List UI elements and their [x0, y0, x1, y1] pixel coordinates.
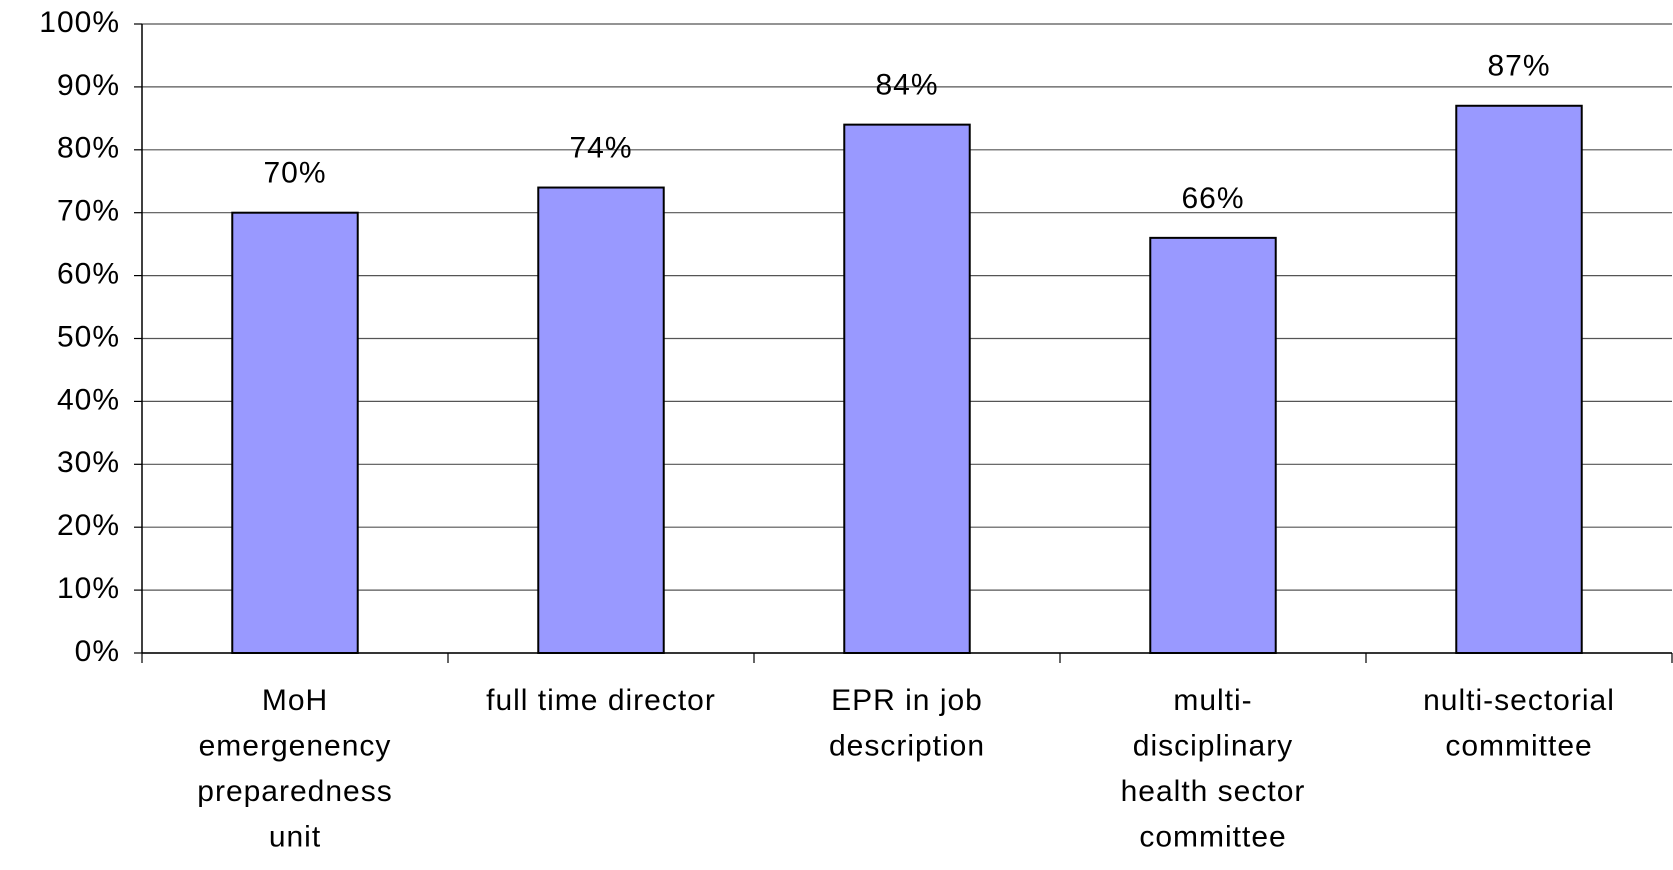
data-label: 87% — [1487, 50, 1550, 83]
y-tick-label: 70% — [57, 195, 120, 228]
y-tick-label: 50% — [57, 320, 120, 353]
y-tick-label: 100% — [39, 6, 120, 39]
y-tick-label: 60% — [57, 258, 120, 291]
x-tick-label: committee — [1139, 820, 1286, 853]
y-tick-label: 10% — [57, 572, 120, 605]
x-tick-label: health sector — [1121, 775, 1306, 808]
data-label: 70% — [263, 157, 326, 190]
bar — [1455, 104, 1583, 654]
y-tick-label: 30% — [57, 446, 120, 479]
x-tick-label: multi- — [1173, 684, 1252, 717]
x-tick-label: full time director — [486, 684, 716, 717]
data-label: 66% — [1181, 182, 1244, 215]
bar — [537, 186, 665, 654]
x-tick-label: preparedness — [197, 775, 392, 808]
x-tick-label: MoH — [262, 684, 328, 717]
y-tick-label: 90% — [57, 69, 120, 102]
x-tick-label: emergenency — [199, 729, 392, 762]
bar — [1149, 236, 1277, 655]
y-tick-label: 40% — [57, 383, 120, 416]
y-tick-label: 20% — [57, 509, 120, 542]
x-tick-label: EPR in job — [831, 684, 983, 717]
bar — [231, 211, 359, 654]
bar — [843, 123, 971, 654]
y-tick-label: 80% — [57, 132, 120, 165]
x-tick-label: committee — [1445, 729, 1592, 762]
y-tick-label: 0% — [75, 635, 120, 668]
x-tick-label: disciplinary — [1133, 729, 1293, 762]
x-tick-label: unit — [269, 820, 321, 853]
x-tick-label: description — [829, 729, 985, 762]
x-tick-label: nulti-sectorial — [1423, 684, 1615, 717]
data-label: 84% — [875, 69, 938, 102]
data-label: 74% — [569, 131, 632, 164]
